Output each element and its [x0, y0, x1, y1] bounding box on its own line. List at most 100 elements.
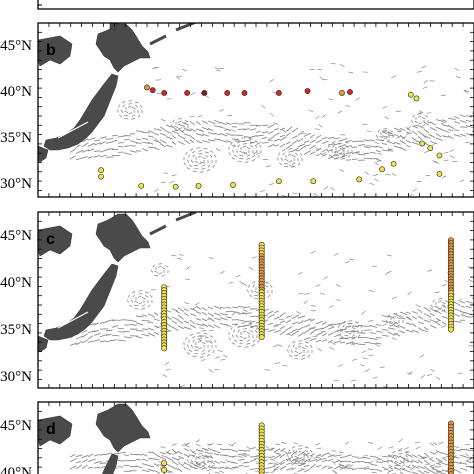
current-vector: [405, 144, 411, 148]
current-vector: [154, 274, 159, 277]
current-vector: [374, 178, 379, 182]
current-vector: [303, 464, 310, 468]
current-vector: [201, 457, 206, 460]
honshu-landmass: [102, 453, 119, 474]
current-vector: [417, 465, 425, 470]
current-vector: [198, 153, 203, 155]
current-vector: [315, 115, 320, 120]
current-vector: [181, 442, 186, 447]
current-vector: [164, 361, 170, 366]
current-vector: [453, 449, 462, 452]
current-vector: [289, 164, 295, 168]
current-vector: [207, 464, 211, 468]
current-vector: [435, 126, 443, 131]
current-vector: [340, 64, 345, 68]
current-vector: [150, 269, 154, 273]
current-vector: [327, 148, 334, 152]
current-vector: [435, 137, 443, 142]
current-vector: [213, 449, 221, 454]
current-vector: [231, 449, 238, 453]
current-vector: [201, 323, 209, 327]
current-vector: [465, 305, 472, 309]
current-vector: [314, 146, 320, 151]
current-vector: [341, 154, 346, 157]
current-vector: [194, 164, 199, 167]
current-vector: [412, 188, 418, 192]
current-vector: [391, 450, 396, 454]
current-vector: [99, 136, 107, 139]
current-vector: [447, 135, 454, 139]
current-vector: [333, 137, 341, 140]
current-vector: [369, 455, 377, 458]
current-vector: [348, 71, 354, 74]
current-vector: [195, 323, 204, 327]
current-vector: [339, 154, 348, 159]
current-vector: [267, 322, 274, 326]
current-vector: [304, 344, 309, 348]
current-vector: [411, 323, 417, 328]
current-vector: [323, 276, 328, 280]
station-marker: [230, 182, 236, 188]
current-vector: [386, 470, 392, 474]
current-vector: [195, 140, 203, 144]
current-vector: [386, 254, 392, 257]
current-vector: [111, 334, 120, 337]
current-vector: [459, 114, 466, 118]
current-vector: [340, 329, 344, 333]
current-vector: [381, 455, 388, 458]
panel-b-lat-40: 40°N: [0, 84, 32, 100]
current-vector: [334, 379, 340, 382]
current-vector: [322, 78, 328, 81]
current-vector: [249, 144, 254, 148]
current-vector: [327, 326, 335, 330]
current-vector: [153, 139, 161, 144]
current-vector: [453, 313, 461, 318]
current-vector: [304, 292, 310, 295]
current-vector: [254, 290, 259, 293]
current-vector: [407, 291, 412, 295]
current-vector: [315, 442, 320, 446]
current-vector: [393, 133, 400, 138]
current-vector: [279, 312, 286, 317]
current-vector: [381, 131, 388, 135]
current-vector: [341, 157, 346, 160]
current-vector: [243, 337, 248, 340]
current-vector: [267, 124, 275, 129]
current-vector: [369, 139, 376, 142]
current-vector: [309, 139, 316, 144]
current-vector: [435, 119, 444, 123]
current-vector: [387, 327, 396, 330]
current-vector: [411, 315, 418, 320]
current-vector: [225, 132, 233, 137]
current-vector: [350, 379, 356, 382]
current-vector: [254, 144, 258, 148]
current-vector: [231, 461, 238, 464]
current-vector: [181, 122, 186, 125]
current-vector: [203, 147, 208, 150]
current-vector: [376, 159, 381, 163]
current-vector: [171, 134, 177, 139]
current-vector: [213, 312, 221, 317]
current-vector: [317, 456, 323, 461]
current-vector: [401, 467, 406, 470]
current-vector: [201, 454, 210, 459]
current-vector: [351, 336, 358, 339]
honshu-landmass: [43, 73, 119, 151]
current-vector: [419, 354, 425, 358]
station-marker: [201, 90, 208, 96]
current-vector: [267, 465, 276, 469]
current-vector: [237, 464, 244, 467]
station-marker: [427, 145, 434, 152]
current-vector: [171, 125, 178, 132]
current-vector: [235, 274, 241, 278]
current-vector: [244, 161, 249, 163]
current-vector: [333, 460, 341, 463]
current-vector: [444, 299, 449, 303]
current-vector: [135, 453, 143, 456]
current-vector: [309, 318, 315, 322]
current-vector: [331, 140, 336, 144]
current-vector: [355, 151, 361, 155]
current-vector: [144, 291, 149, 294]
current-vector: [270, 470, 276, 474]
current-vector: [273, 323, 279, 327]
